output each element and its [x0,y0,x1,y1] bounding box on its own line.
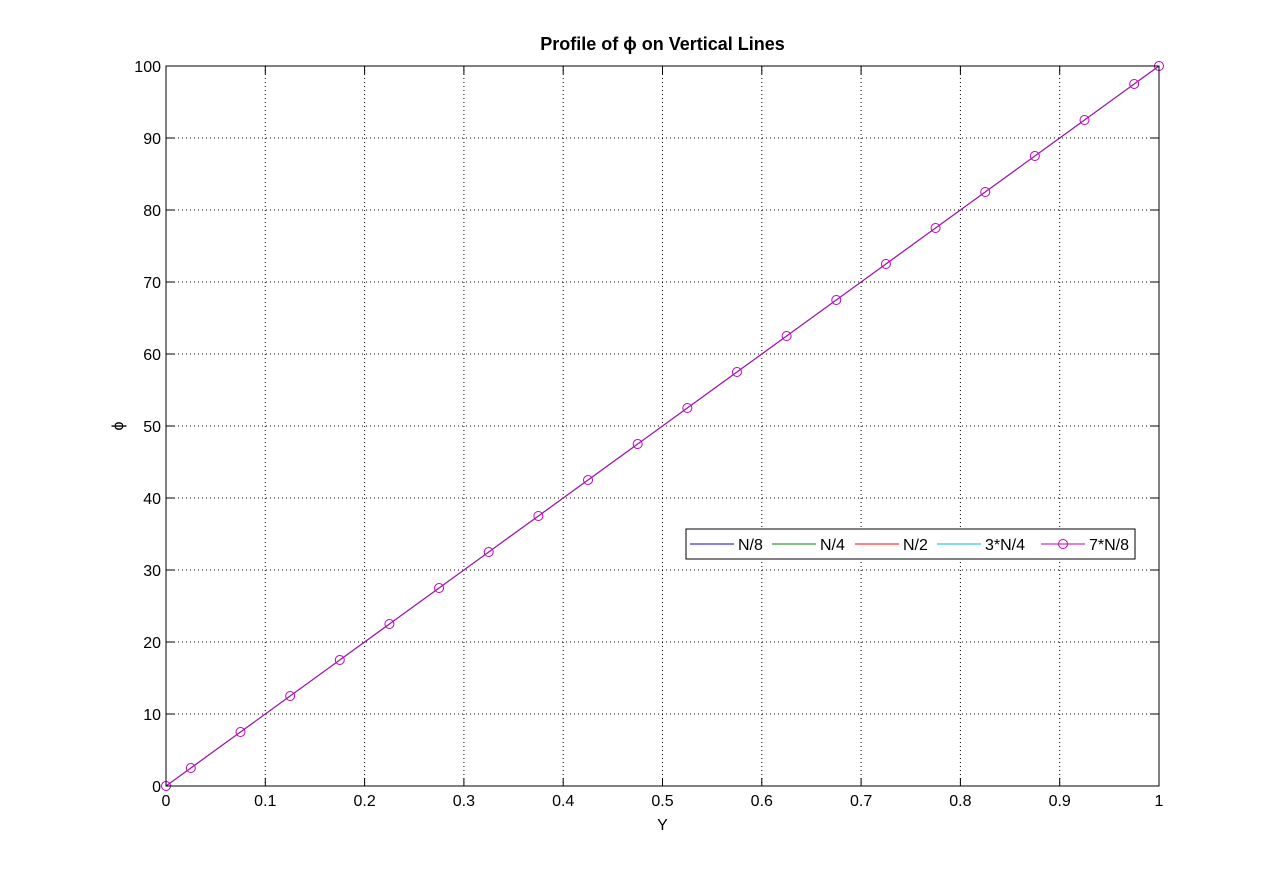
y-axis-label: ϕ [110,421,127,430]
y-tick-label: 40 [143,491,161,508]
data-point [781,331,792,341]
data-point [1129,79,1140,89]
x-tick-label: 0 [162,793,171,810]
x-tick-label: 0.2 [353,793,375,810]
data-point [384,619,395,629]
y-tick-label: 0 [152,779,161,796]
legend-label-0: N/8 [738,537,763,554]
data-point [731,367,742,377]
series-line-4 [165,65,1160,787]
data-point [831,295,842,305]
y-tick-label: 100 [134,59,161,76]
legend-label-3: 3*N/4 [985,537,1025,554]
data-point [980,187,991,197]
data-point [434,583,445,593]
data-point [682,403,693,413]
legend-label-2: N/2 [903,537,928,554]
data-point [533,511,544,521]
x-tick-label: 0.4 [552,793,574,810]
y-tick-label: 20 [143,635,161,652]
y-tick-label: 80 [143,203,161,220]
y-tick-label: 50 [143,419,161,436]
x-tick-label: 0.9 [1049,793,1071,810]
y-tick-label: 10 [143,707,161,724]
data-point [235,727,246,737]
legend-label-1: N/4 [820,537,845,554]
x-tick-label: 0.7 [850,793,872,810]
x-tick-label: 0.6 [751,793,773,810]
x-tick-label: 0.3 [453,793,475,810]
series-layer [161,61,1164,791]
x-axis-label: Y [657,817,668,834]
data-point [880,259,891,269]
y-tick-label: 30 [143,563,161,580]
data-point [285,691,296,701]
y-tick-label: 90 [143,131,161,148]
data-point [1029,151,1040,161]
data-point [632,439,643,449]
chart-title: Profile of ϕ on Vertical Lines [540,34,785,54]
data-point [334,655,345,665]
legend-label-4: 7*N/8 [1089,537,1129,554]
x-tick-label: 0.8 [949,793,971,810]
y-tick-label: 60 [143,347,161,364]
x-tick-label: 0.1 [254,793,276,810]
x-tick-label: 0.5 [651,793,673,810]
data-point [583,475,594,485]
legend-marker [1058,539,1068,549]
data-point [185,763,196,773]
data-point [930,223,941,233]
axis-ticks: 0 0.1 0.2 0.3 0.4 0.5 0.6 0.7 0.8 0.9 101020304050… [134,59,1163,810]
legend: N/8 N/4 N/2 3*N/4 7*N/8 [685,528,1136,560]
x-tick-label: 1 [1155,793,1164,810]
data-point [483,547,494,557]
y-tick-label: 70 [143,275,161,292]
data-point [1079,115,1090,125]
